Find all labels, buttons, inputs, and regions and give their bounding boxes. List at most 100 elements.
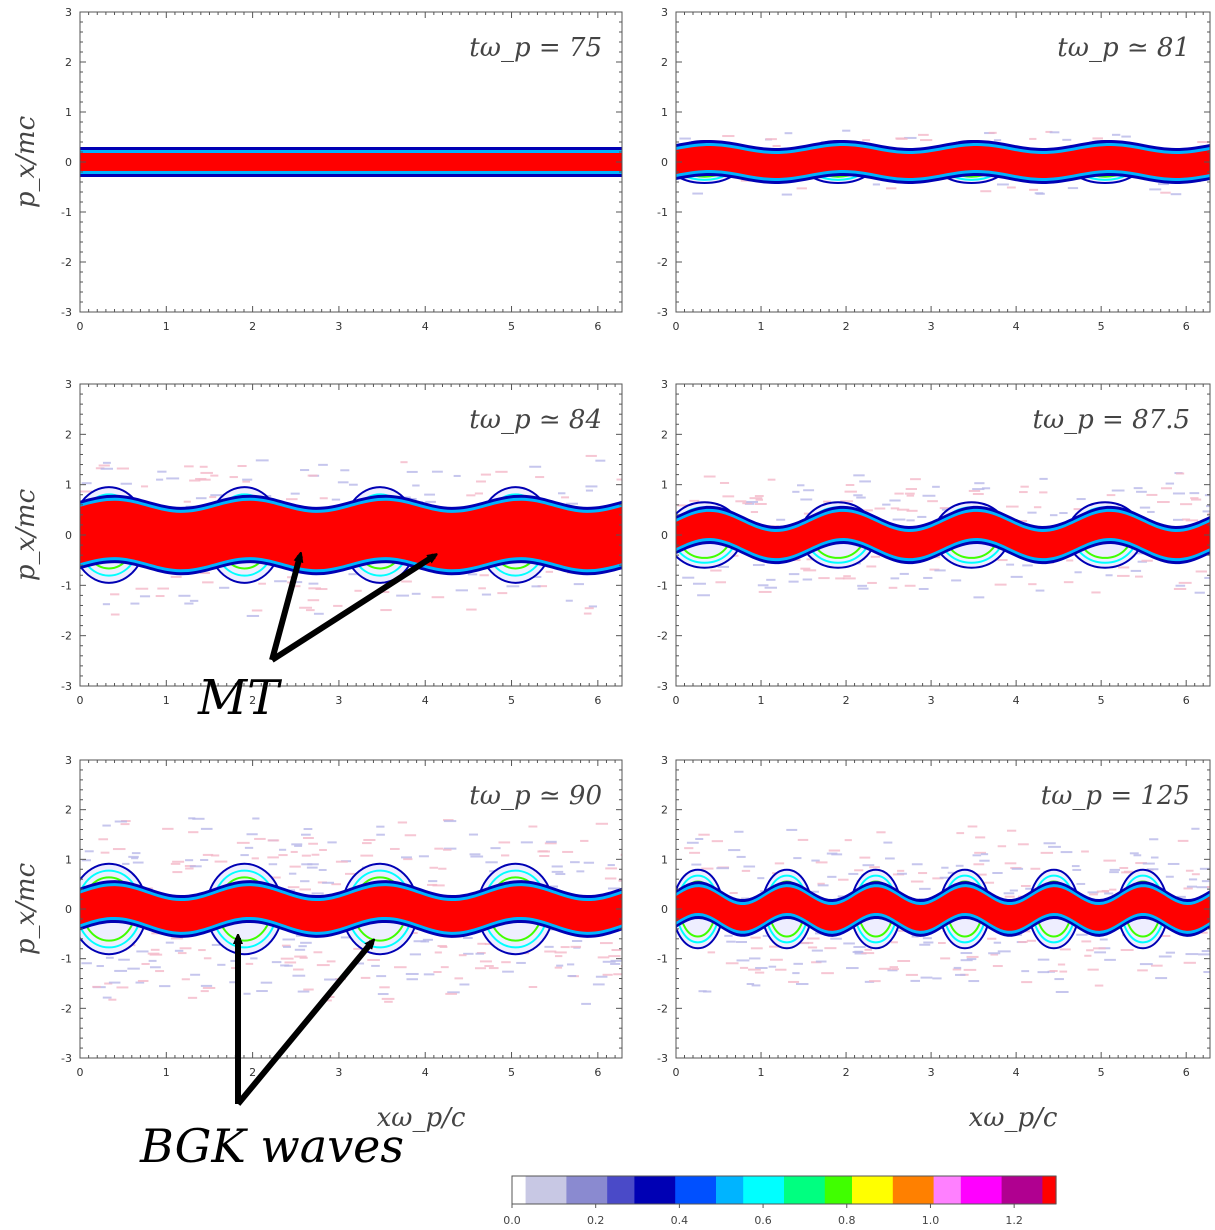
halo-particle xyxy=(219,586,230,589)
halo-particle xyxy=(842,577,856,580)
halo-particle xyxy=(764,586,778,589)
halo-particle xyxy=(1139,506,1151,509)
x-tick-label: 4 xyxy=(1013,1066,1020,1079)
halo-particle xyxy=(752,564,765,567)
halo-particle xyxy=(268,863,278,866)
halo-particle xyxy=(1057,963,1066,966)
halo-particle xyxy=(345,872,358,875)
halo-particle xyxy=(1160,191,1171,194)
halo-particle xyxy=(620,853,622,856)
halo-particle xyxy=(968,489,981,492)
mt-arrow-right xyxy=(270,556,434,663)
colorbar-swatch xyxy=(743,1176,758,1204)
colorbar-swatch xyxy=(1028,1176,1043,1204)
halo-particle xyxy=(728,849,741,852)
halo-particle xyxy=(157,470,167,473)
halo-particle xyxy=(974,851,987,854)
y-tick-label: 1 xyxy=(65,479,72,492)
halo-particle xyxy=(556,964,564,967)
halo-particle xyxy=(1201,950,1210,953)
halo-particle xyxy=(485,861,498,864)
halo-particle xyxy=(1191,498,1202,501)
halo-particle xyxy=(715,581,727,584)
halo-particle xyxy=(278,854,288,857)
halo-particle xyxy=(1149,838,1159,841)
halo-particle xyxy=(437,944,447,947)
colorbar-swatch xyxy=(702,1176,717,1204)
halo-particle xyxy=(1160,487,1172,490)
halo-particle xyxy=(1066,559,1074,562)
panel-time-label: tω_p ≃ 81 xyxy=(1057,33,1190,63)
x-tick-label: 0 xyxy=(673,1066,680,1079)
halo-particle xyxy=(209,496,217,499)
halo-particle xyxy=(741,869,751,872)
halo-particle xyxy=(803,489,815,492)
halo-particle xyxy=(363,838,376,841)
halo-particle xyxy=(736,959,750,962)
halo-particle xyxy=(565,599,573,602)
colorbar-swatch xyxy=(607,1176,622,1204)
halo-particle xyxy=(105,956,114,959)
x-tick-label: 4 xyxy=(422,1066,429,1079)
colorbar-tick-label: 0.4 xyxy=(671,1214,689,1227)
halo-particle xyxy=(697,594,710,597)
halo-particle xyxy=(993,139,1002,142)
halo-particle xyxy=(920,976,933,979)
halo-particle xyxy=(389,847,400,850)
y-axis-label: p_x/mc xyxy=(11,488,41,581)
halo-particle xyxy=(803,569,817,572)
halo-particle xyxy=(604,877,617,880)
halo-particle xyxy=(554,966,563,969)
halo-particle xyxy=(960,952,973,955)
halo-particle xyxy=(772,144,781,147)
halo-particle xyxy=(1030,867,1041,870)
halo-particle xyxy=(348,483,358,486)
halo-particle xyxy=(466,494,476,497)
y-tick-label: -2 xyxy=(657,256,668,269)
halo-particle xyxy=(973,863,985,866)
halo-particle xyxy=(324,978,337,981)
halo-particle xyxy=(701,867,714,870)
colorbar-swatch xyxy=(838,1176,853,1204)
halo-particle xyxy=(319,497,328,500)
halo-particle xyxy=(796,187,807,190)
y-tick-label: 0 xyxy=(661,903,668,916)
colorbar-swatch xyxy=(539,1176,554,1204)
halo-particle xyxy=(904,136,917,139)
halo-particle xyxy=(1147,510,1155,513)
beam-core xyxy=(80,886,622,932)
halo-particle xyxy=(1021,970,1030,973)
halo-particle xyxy=(229,981,238,984)
halo-particle xyxy=(788,980,800,983)
colorbar-swatch xyxy=(552,1176,567,1204)
halo-particle xyxy=(932,877,944,880)
x-tick-label: 3 xyxy=(928,694,935,707)
halo-particle xyxy=(353,947,365,950)
halo-particle xyxy=(282,938,296,941)
halo-particle xyxy=(607,864,615,867)
halo-particle xyxy=(968,980,980,983)
halo-particle xyxy=(294,581,303,584)
halo-particle xyxy=(602,960,616,963)
halo-particle xyxy=(307,599,320,602)
halo-particle xyxy=(811,859,820,862)
halo-particle xyxy=(585,485,598,488)
halo-particle xyxy=(1039,477,1048,480)
halo-particle xyxy=(863,509,873,512)
halo-particle xyxy=(403,858,413,861)
halo-particle xyxy=(767,478,776,481)
halo-particle xyxy=(1119,866,1129,869)
halo-particle xyxy=(479,574,489,577)
halo-particle xyxy=(1104,958,1116,961)
halo-particle xyxy=(997,559,1008,562)
halo-particle xyxy=(862,139,871,142)
x-tick-label: 3 xyxy=(335,1066,342,1079)
colorbar-swatch xyxy=(824,1176,839,1204)
halo-particle xyxy=(1135,862,1147,865)
halo-particle xyxy=(131,857,139,860)
halo-particle xyxy=(294,844,303,847)
halo-particle xyxy=(992,965,1003,968)
halo-particle xyxy=(842,129,851,132)
halo-particle xyxy=(360,976,371,979)
halo-particle xyxy=(1087,891,1099,894)
